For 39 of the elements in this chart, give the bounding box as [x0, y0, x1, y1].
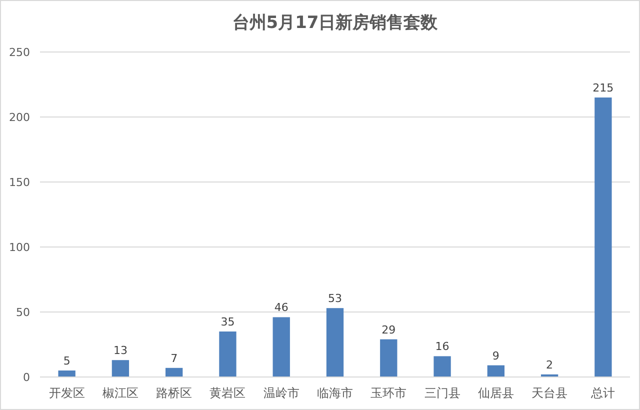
x-tick-label: 玉环市 — [370, 386, 407, 400]
data-label: 5 — [63, 354, 70, 368]
x-tick-label: 椒江区 — [102, 386, 138, 400]
data-label: 2 — [546, 358, 554, 372]
bar — [112, 360, 130, 377]
x-tick-label: 三门县 — [424, 386, 460, 400]
x-tick-label: 开发区 — [48, 386, 85, 400]
x-tick-label: 总计 — [590, 386, 616, 400]
x-tick-label: 天台县 — [532, 386, 568, 400]
bar — [594, 98, 612, 377]
y-tick-label: 100 — [9, 241, 30, 254]
x-tick-label: 临海市 — [317, 386, 353, 400]
bar — [58, 370, 76, 377]
y-tick-label: 250 — [9, 46, 30, 59]
y-tick-label: 0 — [23, 371, 30, 384]
data-label: 46 — [274, 301, 288, 314]
data-label: 35 — [220, 316, 235, 328]
data-label: 53 — [328, 292, 342, 306]
x-tick-label: 仙居县 — [478, 386, 514, 400]
data-label: 9 — [492, 349, 500, 362]
y-tick-label: 50 — [16, 306, 30, 319]
bar — [487, 365, 504, 377]
x-tick-label: 温岭市 — [263, 386, 300, 400]
x-tick-label: 黄岩区 — [210, 386, 246, 400]
data-label: 13 — [113, 344, 128, 358]
bar — [166, 368, 183, 377]
data-label: 215 — [592, 82, 614, 94]
bar — [326, 308, 344, 377]
chart-title: 台州5月17日新房销售套数 — [232, 13, 439, 33]
data-label: 29 — [382, 323, 396, 336]
x-tick-label: 路桥区 — [156, 386, 192, 400]
y-tick-label: 150 — [9, 176, 30, 189]
data-label: 7 — [170, 352, 178, 365]
data-label: 16 — [435, 340, 450, 354]
bar — [272, 317, 290, 377]
bar — [434, 356, 451, 377]
bar — [380, 339, 398, 377]
y-tick-label: 200 — [9, 111, 30, 124]
bar — [219, 332, 236, 377]
